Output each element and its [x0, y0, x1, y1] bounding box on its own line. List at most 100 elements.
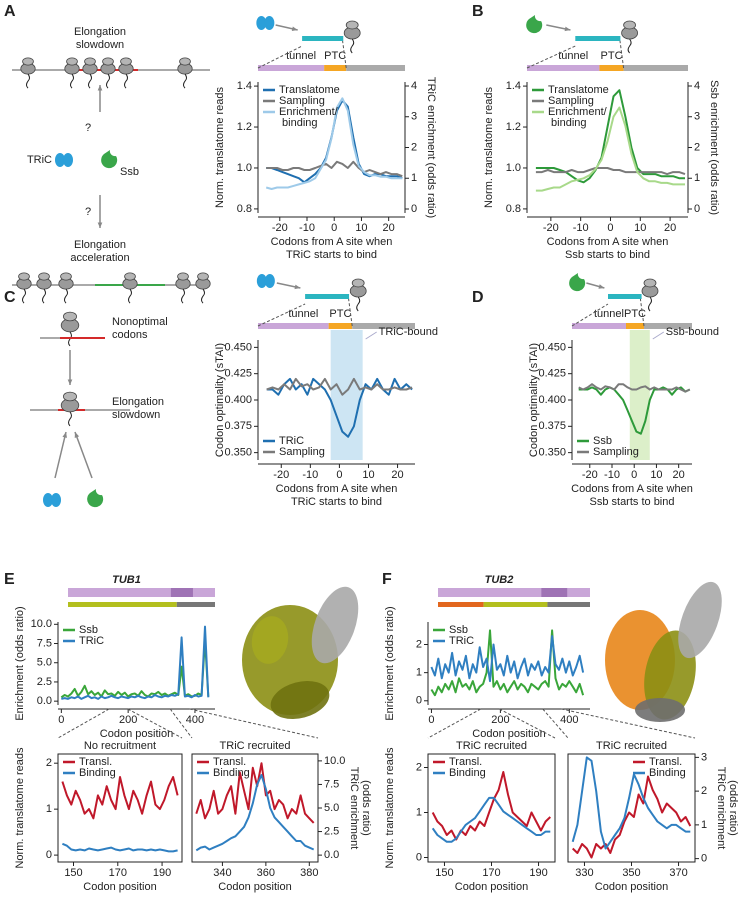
legend-label: Transl. — [649, 756, 682, 768]
subplot-title: TRiC recruited — [456, 740, 527, 752]
tric-icon — [256, 274, 267, 288]
nascent-chain — [356, 296, 361, 312]
y-tick-label: 1.2 — [237, 121, 252, 133]
ribosome — [197, 272, 209, 281]
guide — [639, 295, 645, 327]
nascent-chain — [88, 73, 92, 89]
region-rest — [352, 323, 415, 329]
y-tick-label: 0.425 — [224, 368, 252, 380]
y2-tick-label: 10.0 — [324, 755, 345, 767]
tric-icon — [51, 493, 61, 507]
x-axis-label: TRiC starts to bind — [291, 496, 382, 508]
x-tick-label: -20 — [273, 469, 289, 481]
y2-tick-label: 1 — [694, 172, 700, 184]
arrow-head — [62, 432, 67, 438]
x-tick-label: 380 — [300, 867, 318, 879]
x-tick-label: 170 — [109, 867, 127, 879]
subplot-title: No recruitment — [84, 740, 156, 752]
y2-tick-label: 0 — [411, 203, 417, 215]
nascent-chain — [350, 38, 355, 54]
region-arrow — [652, 331, 665, 340]
guide — [341, 37, 347, 69]
region-tunnel — [258, 65, 325, 71]
ssb-icon — [101, 150, 118, 169]
nascent-chain — [627, 38, 632, 54]
y-tick-label: 0.8 — [237, 203, 252, 215]
series-line — [430, 635, 585, 683]
zoom-connector — [169, 708, 193, 739]
x-tick-label: -10 — [302, 469, 318, 481]
y-tick-label: 0.350 — [538, 447, 566, 459]
y-axis-label: Codon optimality (sTAI) — [528, 343, 540, 457]
series-line — [430, 629, 585, 697]
chart-title: TUB1 — [112, 574, 141, 586]
domain-bar — [541, 588, 568, 597]
x-tick-label: 0 — [631, 469, 637, 481]
diagram-label: codons — [112, 329, 148, 341]
nascent-bar — [305, 294, 350, 299]
chart-title: TUB2 — [485, 574, 514, 586]
region-tunnel — [527, 65, 600, 71]
legend-label: Binding — [79, 767, 116, 779]
x-tick-label: 0 — [607, 222, 613, 234]
y2-tick-label: 4 — [411, 80, 417, 92]
diagram-label: ? — [85, 122, 91, 134]
y-tick-label: 5.0 — [37, 657, 52, 669]
domain-bar — [68, 588, 215, 597]
y2-tick-label: 3 — [701, 751, 707, 763]
x-tick-label: 400 — [186, 714, 204, 726]
series-line — [266, 377, 413, 438]
y-tick-label: 10.0 — [31, 618, 52, 630]
x-axis-label: Codon position — [218, 881, 291, 893]
y2-tick-label: 1 — [411, 172, 417, 184]
y-axis-label: Norm. translatome reads — [14, 747, 26, 869]
y2-tick-label: 0.0 — [324, 849, 339, 861]
tric-icon — [63, 153, 73, 167]
diagram-label: Nonoptimal — [112, 316, 168, 328]
region-label: Ssb-bound — [666, 326, 719, 338]
y-tick-label: 2 — [416, 638, 422, 650]
y-axis-label: Enrichment (odds ratio) — [14, 606, 26, 720]
zoom-connector — [542, 708, 569, 739]
y-tick-label: 0 — [416, 851, 422, 863]
y2-tick-label: 2 — [694, 141, 700, 153]
y-tick-label: 1 — [416, 667, 422, 679]
x-axis-label: TRiC starts to bind — [286, 249, 377, 261]
arrow-head — [598, 284, 605, 289]
x-axis-label: Codons from A site when — [271, 236, 393, 248]
y2-tick-label: 2 — [411, 141, 417, 153]
panel-label: D — [472, 289, 484, 306]
x-axis-label: Codon position — [472, 728, 545, 740]
series-line — [60, 638, 210, 699]
domain-bar — [483, 602, 548, 607]
x-tick-label: 170 — [482, 867, 500, 879]
arrow-head — [97, 222, 103, 228]
nascent-chain — [648, 296, 652, 312]
arrow-head — [564, 26, 571, 32]
region-tunnel — [258, 323, 329, 329]
shaded-region — [330, 330, 363, 460]
ribosome — [623, 20, 636, 30]
arrow — [74, 431, 93, 479]
legend-label: Transl. — [79, 756, 112, 768]
zoom-connector — [499, 708, 556, 739]
legend-label: Enrichment/ binding — [548, 106, 608, 129]
tunnel-label: tunnel — [594, 308, 624, 320]
legend-label: Ssb — [593, 435, 612, 447]
ribosome — [177, 272, 189, 281]
legend-label: Ssb — [449, 624, 468, 636]
y-axis-label: Norm. translatome reads — [214, 86, 226, 208]
x-tick-label: 190 — [529, 867, 547, 879]
arrow-head — [67, 379, 73, 385]
zoom-connector — [189, 708, 319, 739]
legend-label: Binding — [449, 767, 486, 779]
guide — [257, 45, 303, 69]
ribosome — [22, 57, 34, 66]
x-tick-label: 0 — [331, 222, 337, 234]
series-line — [61, 625, 210, 700]
x-axis-label: Codons from A site when — [571, 483, 693, 495]
x-tick-label: -20 — [543, 222, 559, 234]
arrow — [54, 431, 67, 479]
x-tick-label: 370 — [669, 867, 687, 879]
